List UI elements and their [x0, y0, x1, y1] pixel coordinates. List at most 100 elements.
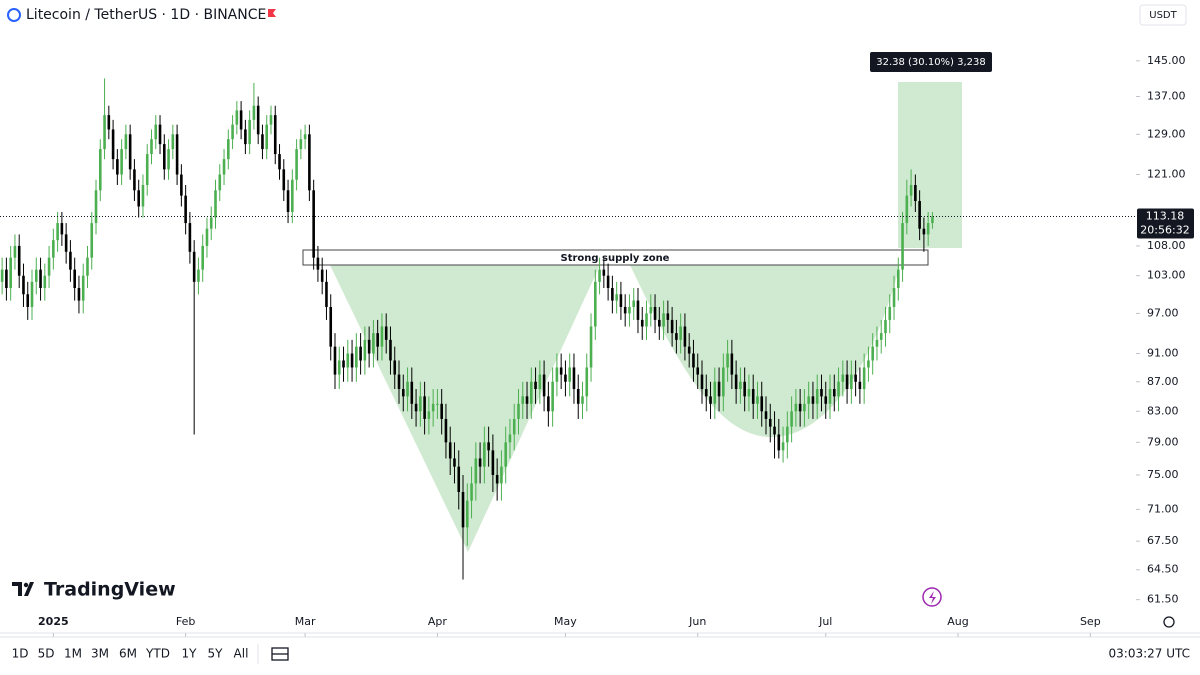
supply-zone-label: Strong supply zone: [561, 253, 670, 264]
range-button[interactable]: 1M: [64, 647, 82, 661]
candle-body: [478, 458, 482, 467]
range-button[interactable]: 3M: [91, 647, 109, 661]
candle-body: [551, 381, 554, 412]
candle-body: [107, 115, 111, 130]
candle-body: [116, 159, 119, 175]
y-tick-label: 145.00: [1147, 54, 1186, 67]
candle-body: [222, 159, 226, 175]
candle-body: [235, 110, 239, 125]
candle-body: [244, 129, 247, 145]
y-tick-label: 91.00: [1147, 347, 1179, 360]
range-button[interactable]: YTD: [145, 647, 170, 661]
candle-body: [461, 491, 465, 528]
news-icon[interactable]: [922, 587, 942, 607]
candle-body: [564, 374, 567, 382]
candle-body: [670, 319, 674, 334]
candle-body: [227, 139, 230, 160]
candle-body: [278, 154, 281, 170]
candle-body: [81, 275, 85, 301]
candle-body: [248, 119, 251, 145]
candle-body: [517, 403, 520, 419]
range-button[interactable]: 1D: [12, 647, 29, 661]
candle-body: [69, 251, 72, 270]
candle-body: [376, 333, 379, 347]
candle-body: [17, 245, 21, 276]
candle-body: [30, 281, 34, 307]
candle-body: [820, 389, 823, 397]
candle-body: [764, 411, 768, 419]
candle-body: [252, 105, 256, 120]
candle-body: [854, 374, 857, 382]
x-tick-label: May: [554, 615, 577, 628]
candle-body: [64, 234, 68, 252]
candle-body: [205, 228, 209, 246]
candle-body: [892, 288, 896, 307]
candle-body: [329, 306, 333, 347]
candle-body: [90, 223, 94, 258]
candle-body: [209, 217, 213, 229]
compare-icon[interactable]: [271, 647, 289, 661]
candle-body: [410, 381, 414, 404]
symbol-icon: [7, 8, 21, 22]
candle-body: [512, 418, 516, 435]
candle-body: [77, 288, 81, 301]
candle-body: [103, 115, 106, 150]
candle-body: [756, 396, 759, 404]
candle-body: [56, 223, 59, 241]
candle-body: [453, 458, 456, 467]
y-tick-label: 121.00: [1147, 168, 1186, 181]
range-button[interactable]: 1Y: [182, 647, 198, 661]
candle-body: [0, 269, 4, 282]
brand-mark: [12, 582, 34, 596]
y-tick-label: 75.00: [1147, 468, 1179, 481]
range-button[interactable]: 5D: [38, 647, 55, 661]
candle-body: [47, 257, 51, 276]
candle-body: [798, 403, 802, 412]
candle-body: [86, 257, 89, 276]
y-tick-label: 71.00: [1147, 502, 1179, 515]
y-tick-label: 129.00: [1147, 127, 1186, 140]
candle-body: [43, 275, 47, 289]
last-price-label: 113.18: [1146, 209, 1185, 222]
candle-body: [295, 149, 298, 180]
candle-body: [773, 426, 776, 435]
candle-body: [440, 403, 443, 419]
candle-body: [683, 326, 687, 347]
candle-body: [803, 403, 806, 412]
candle-body: [901, 223, 904, 270]
candle-body: [521, 396, 525, 404]
candle-body: [273, 115, 277, 155]
candle-body: [713, 381, 717, 404]
candle-body: [807, 396, 810, 404]
candle-body: [922, 228, 926, 235]
candle-body: [94, 190, 98, 224]
candle-body: [602, 269, 606, 276]
range-button[interactable]: 6M: [119, 647, 137, 661]
y-tick-label: 108.00: [1147, 239, 1186, 252]
candle-body: [60, 223, 64, 235]
candle-body: [666, 313, 670, 320]
candle-body: [837, 381, 840, 397]
candle-body: [858, 381, 862, 390]
candle-body: [559, 367, 563, 375]
range-button[interactable]: 5Y: [208, 647, 224, 661]
candle-body: [350, 353, 354, 368]
candle-body: [500, 466, 503, 484]
settings-icon[interactable]: [1163, 616, 1175, 628]
candle-body: [9, 257, 12, 289]
candle-body: [896, 269, 900, 289]
candle-body: [192, 251, 196, 282]
candle-body: [389, 339, 392, 361]
currency-button[interactable]: [1139, 4, 1187, 26]
candle-body: [73, 269, 76, 289]
candle-body: [717, 381, 721, 397]
candle-body: [662, 313, 665, 327]
candle-body: [141, 184, 145, 207]
candle-body: [470, 483, 473, 501]
candle-body: [931, 216, 934, 224]
candle-body: [320, 269, 324, 282]
candle-body: [261, 134, 264, 150]
range-button[interactable]: All: [234, 647, 249, 661]
y-tick-label: 61.50: [1147, 593, 1179, 606]
candle-body: [884, 319, 887, 334]
